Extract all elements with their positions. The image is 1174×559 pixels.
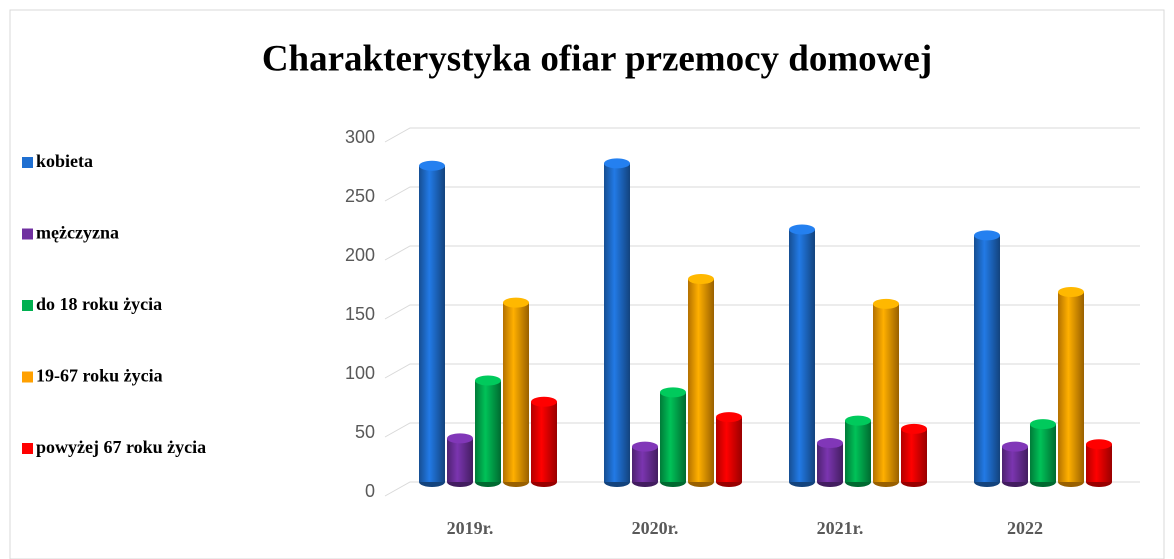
bar [1030,424,1056,482]
bar [1002,446,1028,482]
bar [531,401,557,482]
y-tick-label: 150 [345,304,375,324]
bar [688,279,714,482]
bar-top [716,412,742,423]
legend-label: powyżej 67 roku życia [36,437,206,457]
legend-swatch [22,300,33,311]
bar-top [447,433,473,444]
y-tick-label: 50 [355,422,375,442]
chart-border [9,9,1165,559]
grid-line [384,127,1140,143]
legend-swatch [22,443,33,454]
bar [817,443,843,482]
legend-swatch [22,228,33,240]
x-tick-label: 2020r. [632,518,679,538]
bar [503,302,529,482]
bar [475,380,501,482]
bar-top [475,375,501,386]
bar-top [419,160,445,171]
x-tick-label: 2021r. [817,518,864,538]
y-tick-label: 100 [345,363,375,383]
legend-label: 19-67 roku życia [36,366,163,386]
bar [716,417,742,482]
bar [901,428,927,482]
bar [447,438,473,482]
bar [789,229,815,482]
bar-top [1086,439,1112,450]
y-tick-label: 250 [345,186,375,206]
bar-top [845,415,871,426]
legend-swatch [22,371,33,383]
legend-label: do 18 roku życia [36,294,162,314]
bar-top [1002,441,1028,452]
bar [845,420,871,482]
y-tick-label: 200 [345,245,375,265]
grid-line [384,186,1140,202]
bar-top [789,224,815,235]
x-tick-label: 2022 [1007,518,1043,538]
bar-top [1058,287,1084,298]
bar-top [873,298,899,309]
bar-top [901,423,927,434]
bar-top [531,396,557,407]
legend-label: mężczyzna [36,223,119,243]
chart-title: Charakterystyka ofiar przemocy domowej [262,38,932,79]
bar [632,446,658,482]
bar-top [604,158,630,169]
bar [974,235,1000,482]
bar [1058,292,1084,482]
bar [873,303,899,482]
bar [660,392,686,482]
bar-top [1030,419,1056,430]
grid-line [384,245,1140,261]
y-tick-label: 0 [365,481,375,501]
legend-swatch [22,157,33,168]
bar-top [688,274,714,285]
y-tick-label: 300 [345,127,375,147]
bar-top [632,441,658,452]
x-tick-label: 2019r. [447,518,494,538]
bar-top [660,387,686,398]
bar-top [974,230,1000,241]
bar [604,163,630,482]
bar [419,165,445,482]
legend-label: kobieta [36,151,93,171]
bar [1086,444,1112,482]
bar-top [503,297,529,308]
bar-top [817,438,843,449]
